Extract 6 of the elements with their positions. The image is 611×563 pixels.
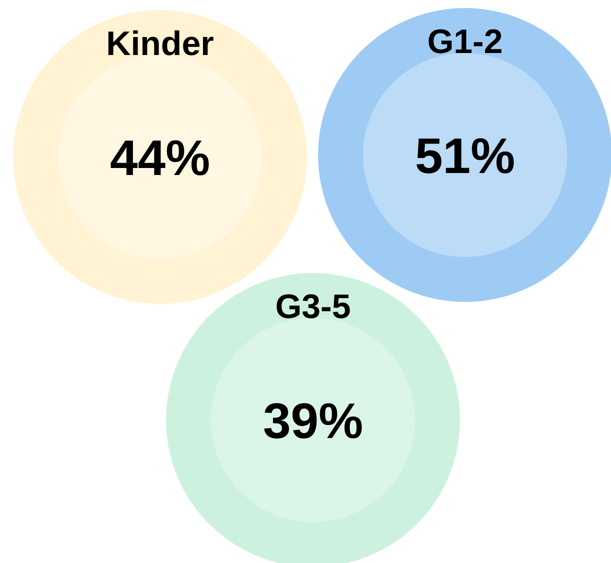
category-label: G3-5 — [275, 288, 351, 326]
category-label: Kinder — [106, 25, 214, 63]
data-label: 44% — [110, 130, 210, 186]
category-label: G1-2 — [427, 23, 503, 61]
data-label: 51% — [414, 128, 516, 184]
data-label: 39% — [262, 393, 364, 449]
